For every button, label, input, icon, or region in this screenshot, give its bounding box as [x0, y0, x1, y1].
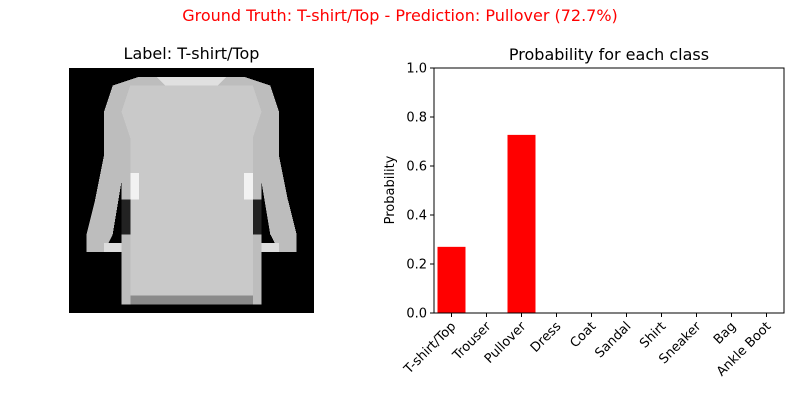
figure-suptitle: Ground Truth: T-shirt/Top - Prediction: …: [182, 6, 618, 25]
y-axis-label: Probability: [383, 155, 398, 224]
x-tick-label: Sandal: [592, 319, 634, 361]
image-title: Label: T-shirt/Top: [123, 44, 260, 63]
y-ticks: 0.0 0.2 0.4 0.6 0.8 1.0: [406, 62, 434, 322]
axes-frame: [433, 67, 785, 314]
x-tick-label: Coat: [567, 319, 599, 351]
y-tick-label: 1.0: [406, 62, 427, 77]
x-tick-label: Shirt: [637, 319, 669, 351]
bars-group: [437, 134, 536, 313]
y-tick-label: 0.0: [406, 307, 427, 322]
chart-title: Probability for each class: [509, 45, 709, 64]
y-tick-label: 0.4: [406, 209, 427, 224]
x-tick-label: Bag: [711, 319, 739, 347]
x-tick-label: Dress: [528, 319, 565, 356]
bar-t-shirt-top: [437, 246, 466, 313]
y-tick-label: 0.8: [406, 111, 427, 126]
x-tick-label: T-shirt/Top: [401, 319, 460, 378]
y-tick-label: 0.2: [406, 258, 427, 273]
bar-pullover: [507, 134, 536, 313]
grayscale-shirt-image: [69, 68, 314, 313]
y-tick-label: 0.6: [406, 160, 427, 175]
